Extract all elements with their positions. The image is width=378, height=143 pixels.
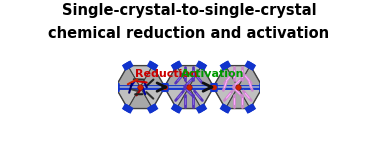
Text: chemical reduction and activation: chemical reduction and activation	[48, 26, 330, 41]
Polygon shape	[213, 66, 263, 109]
Polygon shape	[128, 87, 153, 109]
Polygon shape	[213, 66, 238, 87]
Polygon shape	[225, 66, 250, 87]
Polygon shape	[177, 87, 201, 109]
Polygon shape	[164, 87, 189, 109]
Polygon shape	[189, 66, 214, 87]
Polygon shape	[225, 87, 250, 109]
Polygon shape	[213, 87, 238, 109]
Polygon shape	[164, 66, 214, 109]
Polygon shape	[177, 66, 201, 87]
Text: Reduction: Reduction	[135, 69, 198, 79]
Polygon shape	[140, 87, 165, 109]
Text: Single-crystal-to-single-crystal: Single-crystal-to-single-crystal	[62, 3, 316, 18]
Polygon shape	[238, 87, 263, 109]
Text: Activation: Activation	[181, 69, 244, 79]
Polygon shape	[128, 66, 153, 87]
Polygon shape	[189, 87, 214, 109]
Polygon shape	[115, 66, 140, 87]
Polygon shape	[115, 87, 140, 109]
Polygon shape	[164, 66, 189, 87]
Polygon shape	[115, 66, 165, 109]
Polygon shape	[140, 66, 165, 87]
Polygon shape	[238, 66, 263, 87]
